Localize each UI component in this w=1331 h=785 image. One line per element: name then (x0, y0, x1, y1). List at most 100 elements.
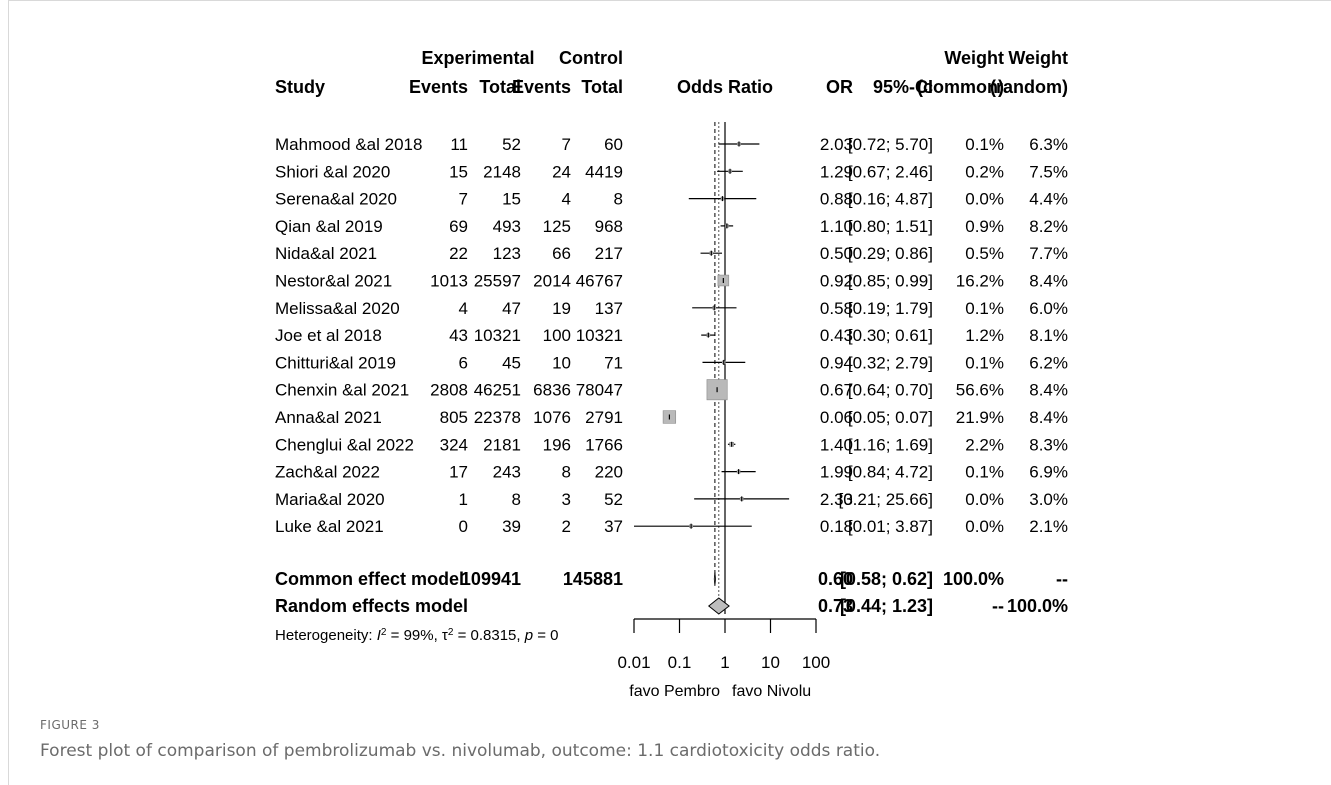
ctrl-total: 8 (614, 190, 623, 209)
ctrl-total: 968 (595, 217, 623, 236)
exp-events: 4 (459, 299, 468, 318)
ctrl-events: 196 (543, 435, 571, 454)
weight-random: 8.1% (1029, 326, 1068, 345)
ctrl-total: 52 (604, 490, 623, 509)
exp-total: 2148 (483, 162, 521, 181)
ctrl-total: 2791 (585, 408, 623, 427)
ctrl-events: 2014 (533, 272, 571, 291)
exp-total: 493 (493, 217, 521, 236)
ctrl-events: 6836 (533, 381, 571, 400)
odds-ratio-value: 1.29 (820, 162, 853, 181)
x-tick-label: 0.1 (668, 653, 692, 672)
ctrl-events: 125 (543, 217, 571, 236)
figure-caption: Forest plot of comparison of pembrolizum… (40, 741, 881, 761)
column-headers: Experimental Control Weight Weight Study… (275, 48, 1068, 97)
weight-common: 0.1% (965, 353, 1004, 372)
exp-events: 1013 (430, 272, 468, 291)
confidence-interval: [0.16; 4.87] (848, 190, 933, 209)
odds-ratio-value: 0.67 (820, 381, 853, 400)
odds-ratio-value: 1.10 (820, 217, 853, 236)
ctrl-total: 71 (604, 353, 623, 372)
header-weight-random: (random) (990, 77, 1068, 97)
confidence-interval: [1.16; 1.69] (848, 435, 933, 454)
ctrl-events: 7 (562, 135, 571, 154)
favours-left-label: favo Pembro (629, 683, 720, 700)
exp-events: 69 (449, 217, 468, 236)
confidence-interval: [0.21; 25.66] (838, 490, 933, 509)
confidence-interval: [0.05; 0.07] (848, 408, 933, 427)
study-name: Serena&al 2020 (275, 190, 397, 209)
study-name: Anna&al 2021 (275, 408, 382, 427)
header-weight-random-top: Weight (1008, 48, 1068, 68)
weight-random: 6.0% (1029, 299, 1068, 318)
weight-common: 0.9% (965, 217, 1004, 236)
favours-right-label: favo Nivolu (732, 683, 811, 700)
header-ctrl-total: Total (581, 77, 623, 97)
weight-random: 8.4% (1029, 408, 1068, 427)
ctrl-total: 37 (604, 517, 623, 536)
odds-ratio-value: 0.06 (820, 408, 853, 427)
model-exp-total: 109941 (461, 569, 521, 589)
ctrl-total: 137 (595, 299, 623, 318)
study-name: Chenglui &al 2022 (275, 435, 414, 454)
confidence-interval: [0.29; 0.86] (848, 244, 933, 263)
odds-ratio-value: 2.33 (820, 490, 853, 509)
x-axis: 0.01 0.1 1 10 100 favo Pembro favo Nivolu (617, 618, 830, 700)
model-weight-random: 100.0% (1007, 596, 1068, 616)
study-name: Chenxin &al 2021 (275, 381, 409, 400)
exp-total: 47 (502, 299, 521, 318)
study-name: Zach&al 2022 (275, 463, 380, 482)
exp-total: 22378 (474, 408, 521, 427)
weight-common: 2.2% (965, 435, 1004, 454)
model-or-value: 0.73 (818, 596, 853, 616)
odds-ratio-value: 0.58 (820, 299, 853, 318)
weight-common: 0.1% (965, 299, 1004, 318)
ctrl-events: 3 (562, 490, 571, 509)
forest-plot: Experimental Control Weight Weight Study… (275, 48, 1068, 700)
weight-random: 6.2% (1029, 353, 1068, 372)
weight-random: 8.4% (1029, 272, 1068, 291)
ctrl-total: 4419 (585, 162, 623, 181)
study-name: Qian &al 2019 (275, 217, 383, 236)
header-exp-events: Events (409, 77, 468, 97)
x-tick-label: 100 (802, 653, 830, 672)
exp-total: 39 (502, 517, 521, 536)
weight-random: 7.7% (1029, 244, 1068, 263)
model-ctrl-total: 145881 (563, 569, 623, 589)
weight-common: 0.0% (965, 190, 1004, 209)
exp-total: 25597 (474, 272, 521, 291)
ctrl-total: 220 (595, 463, 623, 482)
ctrl-events: 66 (552, 244, 571, 263)
weight-common: 16.2% (956, 272, 1004, 291)
ctrl-events: 1076 (533, 408, 571, 427)
odds-ratio-value: 1.99 (820, 463, 853, 482)
ctrl-total: 60 (604, 135, 623, 154)
confidence-interval: [0.85; 0.99] (848, 272, 933, 291)
model-ci-value: [0.58; 0.62] (840, 569, 933, 589)
exp-total: 10321 (474, 326, 521, 345)
heterogeneity-text: Heterogeneity: I2 = 99%, τ2 = 0.8315, p … (275, 627, 559, 645)
exp-total: 45 (502, 353, 521, 372)
header-control: Control (559, 48, 623, 68)
exp-total: 46251 (474, 381, 521, 400)
exp-events: 43 (449, 326, 468, 345)
exp-events: 17 (449, 463, 468, 482)
weight-random: 3.0% (1029, 490, 1068, 509)
weight-common: 0.0% (965, 490, 1004, 509)
exp-events: 15 (449, 162, 468, 181)
exp-events: 1 (459, 490, 468, 509)
header-experimental: Experimental (421, 48, 534, 68)
ctrl-events: 8 (562, 463, 571, 482)
exp-total: 52 (502, 135, 521, 154)
x-tick-label: 1 (720, 653, 729, 672)
weight-random: 7.5% (1029, 162, 1068, 181)
ctrl-events: 2 (562, 517, 571, 536)
x-tick-label: 0.01 (617, 653, 650, 672)
exp-events: 324 (440, 435, 468, 454)
model-weight-common: 100.0% (943, 569, 1004, 589)
weight-common: 0.5% (965, 244, 1004, 263)
odds-ratio-value: 0.43 (820, 326, 853, 345)
weight-random: 6.3% (1029, 135, 1068, 154)
ctrl-total: 10321 (576, 326, 623, 345)
